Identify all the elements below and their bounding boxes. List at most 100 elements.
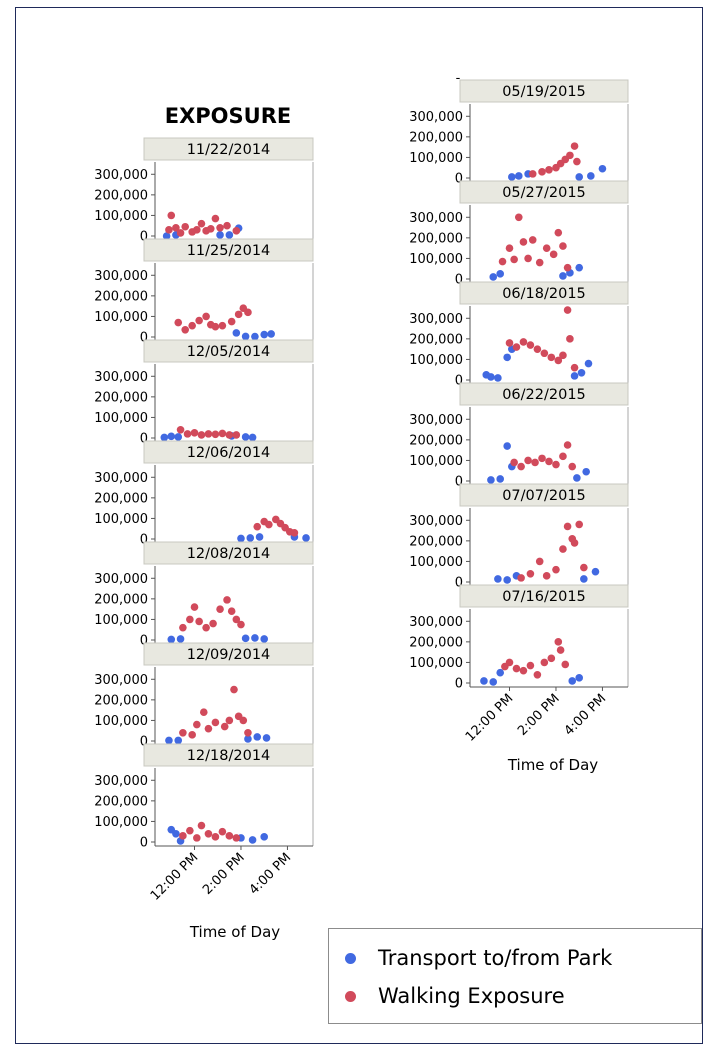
walking-point (244, 728, 252, 737)
walking-point (179, 623, 187, 632)
walking-point (193, 720, 201, 729)
walking-point (563, 441, 572, 449)
figure-frame (15, 7, 703, 1044)
walking-point (538, 454, 546, 463)
y-tick-label: 0 (455, 677, 463, 692)
y-tick-label: 200,000 (94, 592, 148, 607)
panel-strip (459, 483, 629, 507)
panel-strip (143, 238, 314, 262)
walking-point (218, 429, 227, 438)
transport-point (262, 734, 271, 742)
walking-point (524, 456, 532, 465)
transport-point (248, 836, 257, 844)
transport-point (487, 476, 495, 484)
walking-point (179, 728, 187, 737)
panel-05-27-2015: 05/27/2015 0 100,000 200,000 300,000 (409, 180, 629, 288)
walking-point (514, 213, 523, 222)
transport-point (167, 635, 176, 644)
panel-strip (459, 584, 629, 608)
walking-point (540, 658, 549, 667)
walking-point (197, 821, 206, 830)
panel-strip (143, 642, 314, 666)
x-axis-title-left: Time of Day (189, 923, 280, 941)
transport-point (260, 330, 269, 339)
walking-point (559, 452, 567, 461)
transport-point (575, 263, 584, 272)
walking-point (174, 318, 183, 327)
panel-12-08-2014: 12/08/2014 0 100,000 200,000 300,000 (94, 541, 314, 649)
walking-point (197, 219, 206, 228)
y-tick-label: 100,000 (409, 454, 463, 469)
y-tick-label: 200,000 (409, 433, 463, 448)
y-tick-label: 0 (140, 735, 148, 750)
y-tick-label: 0 (140, 432, 148, 447)
walking-point (216, 605, 224, 613)
walking-point (223, 596, 231, 604)
y-tick-label: 200,000 (409, 534, 463, 549)
walking-point (227, 317, 236, 326)
y-tick-label: 200,000 (94, 491, 148, 506)
walking-point (505, 658, 514, 667)
transport-point (568, 677, 577, 685)
walking-point (188, 731, 196, 739)
walking-point (188, 321, 196, 330)
walking-point (519, 238, 528, 246)
y-tick-label: 300,000 (409, 211, 463, 226)
transport-point (162, 232, 171, 240)
y-tick-label: 100,000 (409, 555, 463, 570)
y-tick-label: 0 (455, 273, 463, 288)
walking-point (545, 457, 553, 466)
walking-point (552, 565, 560, 574)
walking-point (535, 557, 544, 566)
y-tick-label: 0 (140, 533, 148, 548)
walking-point (227, 607, 236, 615)
walking-point (195, 617, 203, 626)
walking-point (225, 832, 234, 840)
y-tick-label: 100,000 (94, 613, 148, 628)
walking-point (526, 341, 535, 349)
walking-point (209, 619, 217, 628)
walking-point (218, 827, 227, 836)
transport-point (587, 172, 595, 180)
panel-05-19-2015: 05/19/2015 0 100,000 200,000 300,000 (409, 79, 629, 187)
walking-point (559, 242, 567, 250)
walking-point (193, 226, 201, 234)
walking-point (538, 168, 546, 176)
walking-point (570, 539, 579, 547)
panel-group: 11/22/20140100,000200,000300,00011/25/20… (94, 79, 629, 904)
y-tick-label: 300,000 (94, 471, 148, 486)
walking-point (552, 460, 560, 469)
transport-point (165, 736, 173, 745)
walking-point (533, 345, 542, 353)
transport-point (244, 735, 252, 743)
transport-point (494, 575, 502, 583)
y-tick-label: 300,000 (409, 615, 463, 630)
walking-point (542, 572, 551, 580)
panel-date-label: 07/16/2015 (502, 589, 586, 605)
walking-point (563, 306, 572, 314)
transport-point (267, 330, 275, 338)
walking-point (225, 431, 234, 439)
panel-strip (143, 339, 314, 363)
walking-point (218, 321, 227, 330)
transport-point (503, 576, 511, 584)
walking-point (232, 615, 241, 624)
panel-strip (459, 382, 629, 406)
walking-point (181, 222, 190, 231)
walking-point (220, 722, 229, 731)
transport-point (575, 674, 584, 682)
walking-point (232, 834, 241, 842)
walking-point (568, 462, 577, 471)
walking-point (566, 335, 574, 343)
walking-point (526, 569, 535, 578)
y-tick-label: 100,000 (94, 714, 148, 729)
panel-strip (459, 281, 629, 305)
transport-point (503, 353, 511, 362)
transport-point (176, 635, 185, 643)
transport-point (260, 833, 269, 841)
y-tick-label: 300,000 (94, 168, 148, 183)
y-tick-label: 300,000 (409, 312, 463, 327)
walking-point (531, 458, 539, 467)
walking-point (566, 151, 574, 160)
transport-point (598, 164, 607, 173)
